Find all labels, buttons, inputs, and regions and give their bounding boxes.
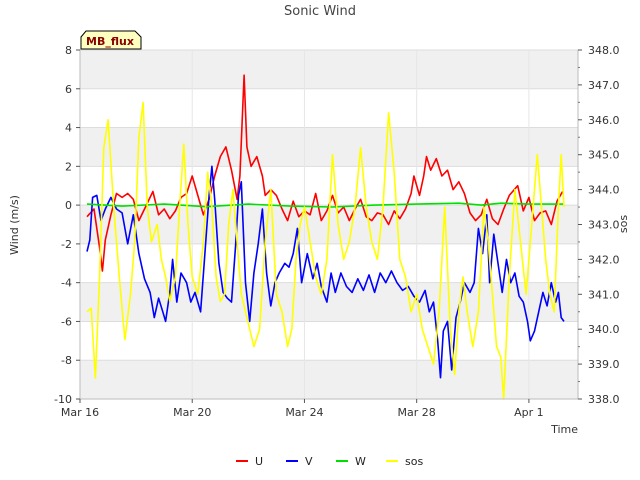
legend-item-v: V (286, 455, 313, 468)
y-left-tick-label: 0 (65, 199, 72, 212)
badge-label: MB_flux (86, 35, 134, 48)
x-tick-label: Apr 1 (514, 406, 544, 419)
y-right-tick-label: 338.0 (588, 393, 620, 406)
legend-item-sos: sos (386, 455, 423, 468)
legend-label: sos (405, 455, 423, 468)
y-left-tick-label: 8 (65, 44, 72, 57)
legend-label: V (305, 455, 313, 468)
badge-box (80, 30, 142, 50)
y-right-axis-title: sos (617, 215, 630, 233)
badge: MB_flux (80, 30, 142, 50)
axes: -10 -8 -6 -4 -2 0 2 4 6 8 338.0 339.0 340.0 341.0 342.… (54, 44, 619, 419)
shade-band (80, 127, 578, 167)
y-right-tick-label: 343.0 (588, 219, 620, 232)
y-left-tick-label: 4 (65, 122, 72, 135)
series-layer (86, 74, 565, 400)
y-left-tick-label: -4 (61, 277, 72, 290)
series-line-v (86, 165, 565, 379)
y-left-tick-label: -2 (61, 238, 72, 251)
y-left-axis-title: Wind (m/s) (8, 195, 21, 255)
x-axis-title: Time (550, 423, 578, 436)
x-tick-label: Mar 24 (285, 406, 323, 419)
series-line-sos (86, 101, 565, 400)
y-right-tick-label: 345.0 (588, 149, 620, 162)
legend-item-u: U (236, 455, 263, 468)
y-right-tick-label: 339.0 (588, 358, 620, 371)
legend-label: U (255, 455, 263, 468)
legend-item-w: W (336, 455, 366, 468)
y-left-tick-label: -8 (61, 354, 72, 367)
chart-title: Sonic Wind (284, 4, 356, 19)
y-right-tick-label: 346.0 (588, 114, 620, 127)
shade-band (80, 360, 578, 399)
y-left-tick-label: 2 (65, 160, 72, 173)
y-left-tick-label: 6 (65, 83, 72, 96)
y-right-tick-label: 342.0 (588, 253, 620, 266)
series-line-w (86, 202, 564, 208)
y-left-tick-label: -10 (54, 393, 72, 406)
y-right-tick-label: 340.0 (588, 323, 620, 336)
background-bands (80, 50, 578, 399)
y-right-tick-label: 341.0 (588, 288, 620, 301)
x-tick-label: Mar 16 (61, 406, 99, 419)
x-tick-label: Mar 20 (173, 406, 211, 419)
shade-band (80, 50, 578, 89)
legend-label: W (355, 455, 366, 468)
y-left-tick-label: -6 (61, 315, 72, 328)
y-right-tick-label: 347.0 (588, 79, 620, 92)
x-tick-label: Mar 28 (398, 406, 436, 419)
y-right-tick-label: 348.0 (588, 44, 620, 57)
y-right-tick-label: 344.0 (588, 184, 620, 197)
